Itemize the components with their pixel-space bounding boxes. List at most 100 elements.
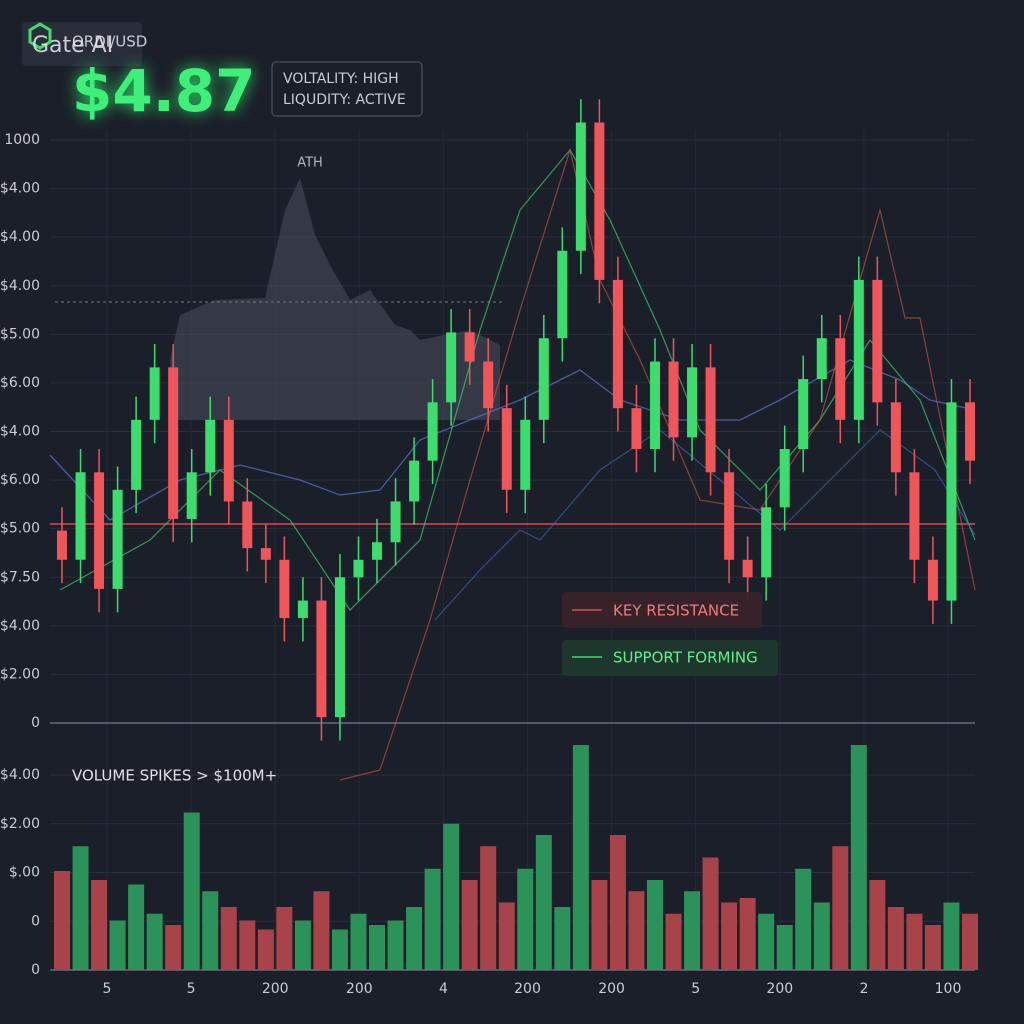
candle-body	[612, 279, 623, 409]
y-axis-label: $4.00	[0, 229, 40, 245]
candle-body	[316, 600, 327, 718]
y-axis-label: $4.00	[0, 424, 40, 440]
candle-body	[501, 408, 512, 490]
x-axis-label: 200	[514, 981, 541, 997]
volume-bar	[517, 868, 534, 970]
moving-average	[434, 429, 976, 621]
y-axis-label: $4.00	[0, 767, 40, 783]
volume-bar	[480, 846, 497, 970]
candle-body	[946, 402, 957, 601]
y-axis-label: $5.00	[0, 326, 40, 342]
candle-body	[168, 367, 179, 519]
candle-body	[94, 472, 105, 589]
candle-body	[186, 472, 197, 519]
volume-bar	[498, 902, 515, 970]
x-axis-label: 200	[598, 981, 625, 997]
volume-bar	[146, 913, 163, 970]
volume-bar	[387, 920, 404, 970]
candle-body	[872, 279, 883, 403]
candle-body	[798, 379, 809, 449]
candle-body	[57, 530, 67, 560]
candle-body	[724, 472, 735, 560]
volume-bar	[128, 884, 145, 970]
candle-body	[372, 542, 383, 560]
badge: LIQUDITY: ACTIVE	[283, 92, 406, 108]
candle-body	[390, 501, 401, 543]
candle-body	[687, 367, 698, 438]
badge: VOLTALITY: HIGH	[283, 71, 399, 87]
volume-bar	[702, 857, 719, 970]
legend-label: KEY RESISTANCE	[613, 602, 739, 620]
volume-bar	[406, 907, 423, 970]
y-axis-label: 0	[31, 715, 40, 731]
volumes	[54, 745, 978, 970]
volume-bar	[628, 891, 645, 970]
volume-bar	[72, 846, 89, 970]
volume-bar	[887, 907, 904, 970]
volume-bar	[776, 925, 793, 970]
y-axis-label: $2.00	[0, 816, 40, 832]
y-axis-label: $.00	[9, 865, 40, 881]
candle-body	[909, 472, 920, 560]
volume-bar	[609, 835, 626, 970]
y-axis-label: $2.00	[0, 666, 40, 682]
candles	[57, 99, 975, 741]
logo-icon	[28, 22, 52, 50]
x-axis-label: 4	[439, 981, 448, 997]
volume-bar	[165, 925, 182, 970]
pair: ORDI/USD	[72, 33, 147, 51]
candle-body	[149, 367, 160, 420]
volume-bar	[684, 891, 701, 970]
candle-body	[279, 559, 290, 619]
x-axis-label: 5	[103, 981, 112, 997]
legend-box	[562, 592, 762, 628]
volume-bar	[832, 846, 849, 970]
candle-body	[557, 250, 568, 339]
candle-body	[464, 332, 475, 362]
moving-average	[339, 147, 976, 781]
volume-bar	[239, 920, 256, 970]
candle-body	[927, 559, 938, 601]
volume-bar	[350, 913, 367, 970]
candle-body	[538, 338, 549, 420]
volume-bar	[943, 902, 960, 970]
candle-body	[742, 559, 753, 578]
volume-bar	[91, 880, 108, 970]
volume-bar	[795, 868, 812, 970]
x-axis-label: 200	[262, 981, 289, 997]
volume-bar	[813, 902, 830, 970]
volume-bar	[869, 880, 886, 970]
y-axis-label: 1000	[4, 132, 40, 148]
candle-body	[446, 332, 457, 403]
price: $4.87	[72, 57, 255, 125]
ath-label: ATH	[297, 156, 323, 171]
volume-bar	[202, 891, 219, 970]
volume-bar	[906, 913, 923, 970]
x-axis-label: 5	[187, 981, 196, 997]
x-axis-label: 200	[766, 981, 793, 997]
volume-bar	[962, 913, 978, 970]
candle-body	[131, 419, 142, 490]
volume-bar	[220, 907, 237, 970]
legend-box	[562, 640, 778, 676]
volume-bar	[572, 745, 589, 970]
brand: Gate AI	[32, 33, 113, 58]
volume-bar	[850, 745, 867, 970]
y-axis-label: 0	[31, 962, 40, 978]
x-axis-label: 2	[859, 981, 868, 997]
y-axis-label: $6.00	[0, 472, 40, 488]
volume-bar	[369, 925, 386, 970]
candle-body	[761, 507, 772, 578]
candle-body	[668, 361, 679, 438]
candle-body	[260, 548, 271, 560]
y-axis-label: $6.00	[0, 375, 40, 391]
candle-body	[112, 489, 123, 589]
volume-bar	[591, 880, 608, 970]
volume-bar	[443, 823, 460, 970]
moving-average	[49, 359, 976, 521]
volume-bar	[424, 868, 441, 970]
candle-body	[520, 419, 531, 490]
volume-bar	[109, 920, 126, 970]
volume-bar	[294, 920, 311, 970]
